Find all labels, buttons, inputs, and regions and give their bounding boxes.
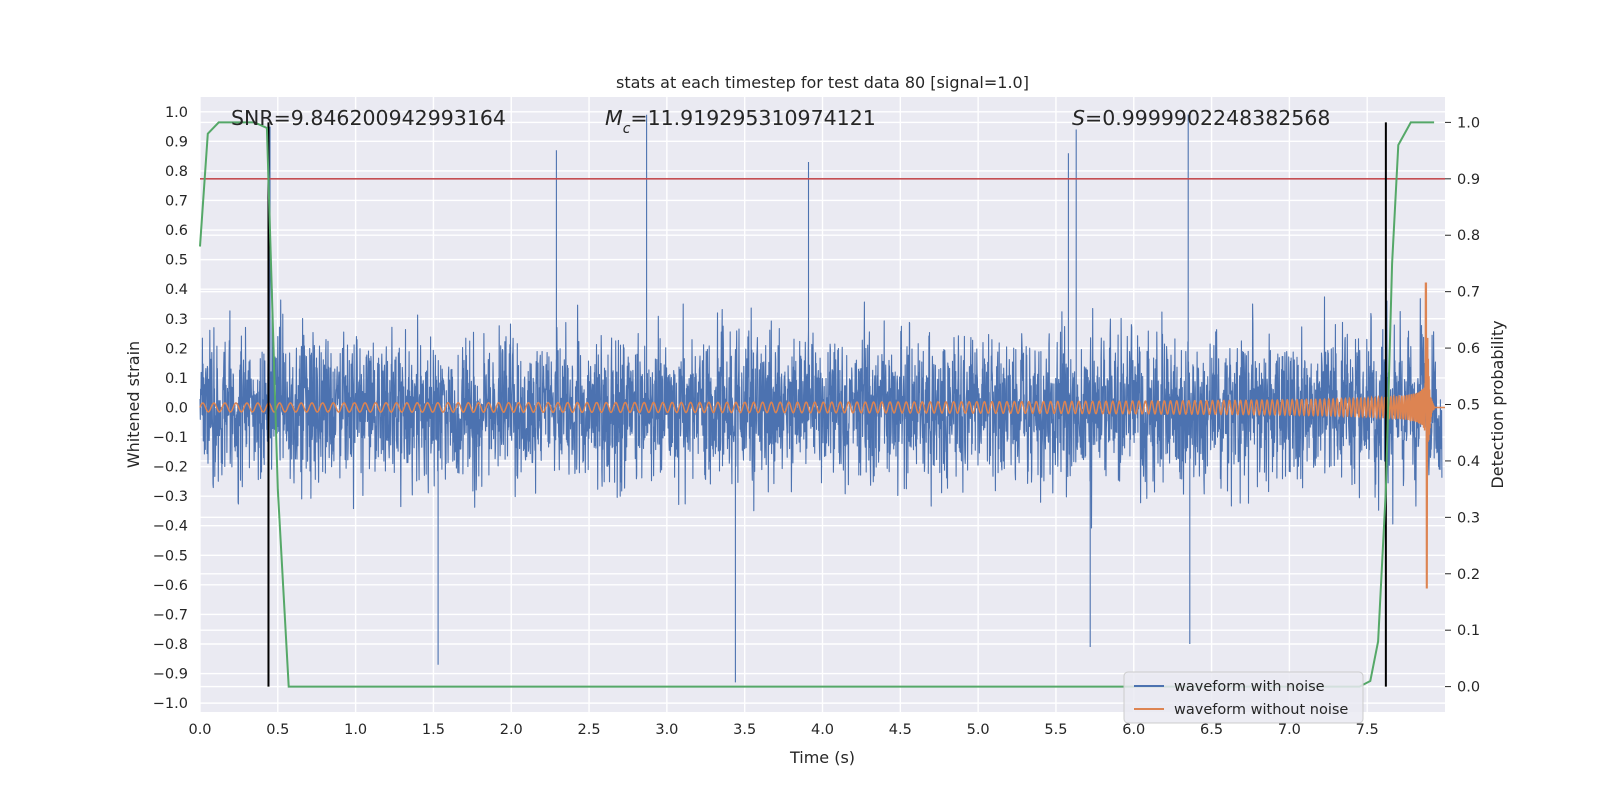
y-tick-label: −0.3	[153, 489, 188, 505]
annotation-snr: SNR=9.846200942993164	[231, 106, 506, 130]
y2-tick-label: 0.9	[1457, 172, 1480, 188]
y-tick-label: −0.2	[153, 460, 188, 476]
y-tick-label: −1.0	[153, 696, 188, 712]
x-tick-label: 7.5	[1356, 722, 1379, 738]
x-tick-label: 1.5	[422, 722, 445, 738]
legend-box	[1123, 671, 1364, 724]
x-tick-label: 5.5	[1044, 722, 1067, 738]
series-detection-probability	[199, 121, 1435, 688]
y2-tick-label: 1.0	[1457, 115, 1480, 131]
y-tick-label: −0.5	[153, 548, 188, 564]
x-tick-label: 3.0	[655, 722, 678, 738]
y-axis-ticks: 1.0 0.9 0.8 0.7 0.6 0.5 0.4 0.3 0.2 0.1 0.0 −0.1 −0.…	[153, 105, 188, 712]
legend: waveform with noise waveform without noi…	[1123, 671, 1364, 724]
y-tick-label: −0.6	[153, 578, 188, 594]
y2-tick-label: 0.7	[1457, 285, 1480, 301]
y2-tick-label: 0.0	[1457, 680, 1480, 696]
x-tick-label: 3.5	[733, 722, 756, 738]
x-tick-label: 6.5	[1200, 722, 1223, 738]
y-tick-label: −0.9	[153, 667, 188, 683]
y2-tick-label: 0.1	[1457, 623, 1480, 639]
series-waveform-without-noise	[199, 282, 1445, 589]
y-tick-label: 0.0	[165, 400, 188, 416]
x-tick-label: 5.0	[967, 722, 990, 738]
y-tick-label: 0.8	[165, 164, 188, 180]
x-axis-ticks: 0.0 0.5 1.0 1.5 2.0 2.5 3.0 3.5 4.0 4.5 5.0 5.5 6.0 6…	[188, 722, 1378, 738]
x-tick-label: 4.5	[889, 722, 912, 738]
y-tick-label: −0.4	[153, 519, 188, 535]
y-tick-label: 0.3	[165, 312, 188, 328]
x-tick-label: 6.0	[1122, 722, 1145, 738]
y2-tick-label: 0.8	[1457, 228, 1480, 244]
x-tick-label: 2.5	[578, 722, 601, 738]
x-tick-label: 4.0	[811, 722, 834, 738]
y-tick-label: −0.7	[153, 607, 188, 623]
x-axis-label: Time (s)	[789, 748, 855, 767]
y-tick-label: 1.0	[165, 105, 188, 121]
x-tick-label: 2.0	[500, 722, 523, 738]
y-tick-label: 0.6	[165, 223, 188, 239]
x-tick-label: 1.0	[344, 722, 367, 738]
annotation-chirp-mass: Mc=11.919295310974121	[605, 106, 876, 137]
y-tick-label: 0.1	[165, 371, 188, 387]
y2-tick-label: 0.3	[1457, 510, 1480, 526]
legend-label-noise: waveform with noise	[1174, 679, 1325, 695]
y2-tick-label: 0.2	[1457, 567, 1480, 583]
y-axis-label: Whitened strain	[124, 341, 143, 468]
x-tick-label: 7.0	[1278, 722, 1301, 738]
y2-tick-label: 0.6	[1457, 341, 1480, 357]
y-tick-label: 0.2	[165, 341, 188, 357]
x-tick-label: 0.0	[188, 722, 211, 738]
y-tick-label: 0.7	[165, 193, 188, 209]
y-tick-label: 0.4	[165, 282, 188, 298]
y2-tick-label: 0.5	[1457, 398, 1480, 414]
x-tick-label: 0.5	[266, 722, 289, 738]
y2-axis-ticks: 0.0 0.1 0.2 0.3 0.4 0.5 0.6 0.7 0.8 0.9 1.0	[1445, 115, 1480, 696]
y2-tick-label: 0.4	[1457, 454, 1480, 470]
y-tick-label: −0.8	[153, 637, 188, 653]
y-tick-label: 0.5	[165, 253, 188, 269]
series-waveform-with-noise	[199, 114, 1443, 683]
annotation-statistic: S=0.9999902248382568	[1072, 106, 1330, 130]
legend-label-clean: waveform without noise	[1174, 702, 1348, 718]
y2-axis-label: Detection probability	[1488, 320, 1507, 488]
y-tick-label: −0.1	[153, 430, 188, 446]
chart-title: stats at each timestep for test data 80 …	[616, 73, 1029, 92]
y-tick-label: 0.9	[165, 134, 188, 150]
